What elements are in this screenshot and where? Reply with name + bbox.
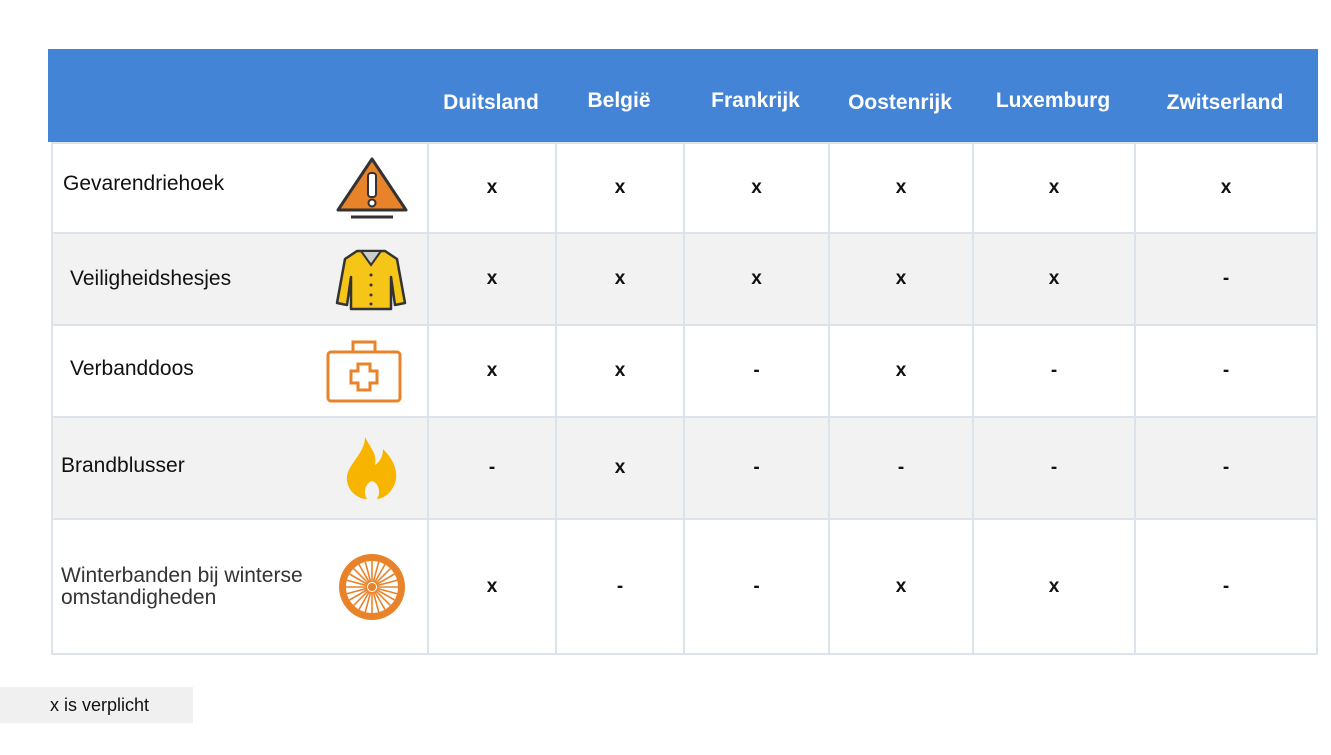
- first-aid-kit-icon: [326, 340, 402, 403]
- wheel-spoke: [375, 588, 395, 601]
- row-label-text: Verbanddoos: [70, 357, 194, 381]
- wheel-spoke: [358, 590, 371, 610]
- cell: x: [555, 324, 685, 418]
- row-label: Gevarendriehoek: [51, 142, 429, 234]
- row-label-text: Veiligheidshesjes: [70, 267, 232, 290]
- cell: -: [1134, 416, 1318, 520]
- cell: x: [683, 232, 830, 326]
- cell: -: [427, 416, 557, 520]
- row-label-text: Brandblusser: [61, 454, 185, 477]
- wheel-spoke: [372, 591, 380, 612]
- cell: -: [683, 324, 830, 418]
- wheel-spoke: [373, 563, 386, 583]
- wheel-spoke: [374, 589, 391, 606]
- cell: -: [683, 416, 830, 520]
- row-label-text: Winterbanden bij winterse omstandigheden: [61, 563, 303, 609]
- wheel-spoke: [364, 591, 372, 612]
- cell: x: [427, 324, 557, 418]
- cell: -: [555, 518, 685, 655]
- wheel-spoke: [374, 567, 391, 584]
- column-header: België: [587, 88, 651, 112]
- cell: -: [683, 518, 830, 655]
- fire-icon: [346, 437, 397, 499]
- wheel-spoke: [372, 561, 380, 582]
- cell: -: [1134, 232, 1318, 326]
- cell: x: [972, 518, 1136, 655]
- row-label-text: Gevarendriehoek: [63, 171, 225, 195]
- column-header: Zwitserland: [1166, 90, 1284, 114]
- table-row: Winterbanden bij winterse omstandigheden…: [51, 518, 1318, 655]
- wheel-spoke: [364, 561, 372, 582]
- wheel-spoke: [376, 587, 398, 595]
- cell: x: [555, 232, 685, 326]
- table-row: Brandblusser -x----: [51, 416, 1318, 520]
- row-label: Veiligheidshesjes: [51, 232, 429, 326]
- wheel-spoke: [376, 578, 398, 586]
- cell: x: [427, 232, 557, 326]
- cell: x: [1134, 142, 1318, 234]
- column-header: Frankrijk: [711, 88, 800, 112]
- wheel-icon: [339, 553, 405, 620]
- cell: -: [972, 416, 1136, 520]
- wheel-spoke: [349, 588, 369, 601]
- wheel-spoke: [353, 589, 370, 606]
- cell: -: [1134, 324, 1318, 418]
- cell: x: [828, 232, 974, 326]
- cell: x: [427, 142, 557, 234]
- wheel-spoke: [353, 567, 370, 584]
- cell: -: [828, 416, 974, 520]
- table-header: Duitsland België Frankrijk Oostenrijk Lu…: [48, 49, 1318, 142]
- column-header: Duitsland: [443, 90, 539, 114]
- wheel-spoke: [349, 572, 369, 585]
- cell: x: [828, 142, 974, 234]
- cell: x: [427, 518, 557, 655]
- row-label: Verbanddoos: [51, 324, 429, 418]
- wheel-spoke: [346, 578, 368, 586]
- cell: -: [1134, 518, 1318, 655]
- safety-vest-icon: [335, 249, 407, 311]
- wheel-spoke: [346, 587, 368, 595]
- column-header: Luxemburg: [995, 88, 1111, 112]
- warning-triangle-icon: [336, 157, 408, 219]
- wheel-spoke: [358, 563, 371, 583]
- cell: x: [972, 142, 1136, 234]
- cell: x: [683, 142, 830, 234]
- cell: x: [555, 142, 685, 234]
- cell: x: [828, 518, 974, 655]
- cell: -: [972, 324, 1136, 418]
- cell: x: [972, 232, 1136, 326]
- column-header: Oostenrijk: [848, 90, 952, 114]
- cell: x: [555, 416, 685, 520]
- cell: x: [828, 324, 974, 418]
- wheel-spoke: [373, 590, 386, 610]
- row-label: Brandblusser: [51, 416, 429, 520]
- wheel-spoke: [375, 572, 395, 585]
- legend-note: x is verplicht: [0, 687, 193, 723]
- row-label: Winterbanden bij winterse omstandigheden: [51, 518, 429, 655]
